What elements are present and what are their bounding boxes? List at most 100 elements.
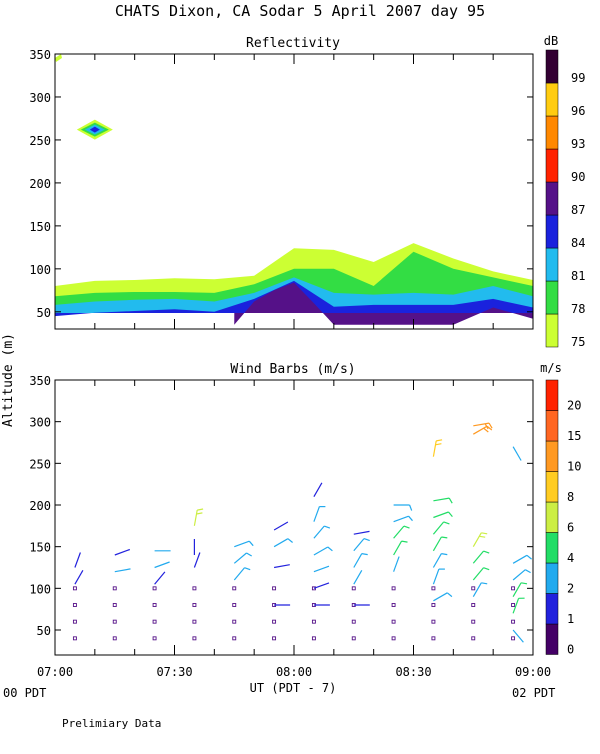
wind-barb-feather	[245, 568, 251, 570]
wind-y-tick-label: 50	[37, 624, 51, 638]
wind-barb-staff	[513, 447, 521, 461]
wind-y-tick-label: 100	[29, 582, 51, 596]
ms-colorbar-cell	[546, 380, 558, 411]
wind-barb-staff	[75, 570, 83, 584]
wind-barb-staff	[513, 570, 525, 580]
wind-barb-staff	[314, 566, 329, 572]
wind-barb	[314, 547, 333, 555]
wind-barb-feather	[402, 541, 408, 542]
wind-barb-feather	[328, 547, 333, 551]
wind-barb-staff	[75, 553, 81, 568]
ms-colorbar-label: 0	[567, 643, 574, 657]
calm-wind-marker	[472, 604, 475, 607]
wind-barb-staff	[354, 531, 370, 534]
wind-barb	[433, 522, 449, 534]
wind-barb-feather	[288, 539, 293, 543]
ms-colorbar-label: 15	[567, 429, 581, 443]
reflectivity-y-tick-label: 350	[29, 48, 51, 62]
calm-wind-marker	[193, 604, 196, 607]
wind-barb-staff	[473, 551, 483, 563]
start-timezone-label: 00 PDT	[3, 686, 46, 700]
wind-barb	[314, 483, 322, 497]
dB-colorbar-cell	[546, 182, 558, 215]
ms-colorbar-cell	[546, 411, 558, 442]
calm-wind-marker	[512, 587, 515, 590]
ms-colorbar-label: 20	[567, 399, 581, 413]
calm-wind-marker	[153, 587, 156, 590]
calm-wind-marker	[153, 637, 156, 640]
wind-barb-feather	[481, 533, 487, 534]
wind-barb-staff	[394, 541, 402, 555]
reflectivity-y-tick-label: 150	[29, 220, 51, 234]
wind-barb	[433, 569, 445, 584]
wind-barb	[75, 553, 81, 568]
ms-colorbar-label: 2	[567, 582, 574, 596]
calm-wind-marker	[512, 637, 515, 640]
wind-barb	[394, 505, 412, 511]
wind-barb-staff	[354, 539, 364, 551]
ms-colorbar-label: 6	[567, 521, 574, 535]
wind-barb-staff	[234, 568, 244, 580]
wind-frame	[55, 380, 533, 655]
preliminary-data-note: Prelimiary Data	[62, 717, 161, 730]
calm-wind-marker	[153, 620, 156, 623]
wind-barb-staff	[513, 598, 519, 613]
calm-wind-marker	[233, 604, 236, 607]
calm-wind-marker	[312, 620, 315, 623]
wind-barb-feather	[364, 539, 370, 541]
wind-y-tick-label: 200	[29, 499, 51, 513]
wind-barb-feather	[444, 522, 450, 524]
wind-barb	[314, 566, 329, 572]
wind-barb-staff	[473, 533, 481, 547]
calm-wind-marker	[193, 637, 196, 640]
wind-barb	[274, 565, 290, 568]
wind-barb-staff	[194, 510, 197, 526]
wind-barb-feather	[409, 516, 413, 521]
wind-barb	[274, 522, 288, 530]
ms-colorbar-cell	[546, 441, 558, 472]
wind-barb	[155, 572, 165, 584]
wind-barb-staff	[433, 498, 449, 501]
wind-colorbar-unit: m/s	[540, 361, 562, 375]
calm-wind-marker	[233, 637, 236, 640]
wind-x-tick-label: 07:00	[37, 665, 73, 679]
wind-barb-feather	[521, 583, 527, 584]
calm-wind-marker	[432, 637, 435, 640]
calm-wind-marker	[273, 637, 276, 640]
wind-barb-staff	[354, 554, 362, 568]
calm-wind-marker	[73, 587, 76, 590]
wind-barb-staff	[115, 569, 131, 572]
ms-colorbar-cell	[546, 563, 558, 594]
wind-barb-feather	[527, 555, 532, 559]
wind-barb-feather	[525, 570, 530, 573]
wind-barb-staff	[433, 593, 447, 601]
dB-colorbar-cell	[546, 149, 558, 182]
wind-barb-feather	[441, 554, 447, 555]
dB-colorbar-label: 78	[571, 302, 585, 316]
wind-barb-feather	[436, 440, 442, 441]
dB-colorbar-cell	[546, 83, 558, 116]
wind-barb	[433, 537, 447, 551]
wind-barb	[394, 541, 408, 555]
wind-y-tick-label: 350	[29, 374, 51, 388]
dB-colorbar-label: 84	[571, 236, 585, 250]
calm-wind-marker	[472, 637, 475, 640]
reflectivity-y-tick-label: 300	[29, 91, 51, 105]
calm-wind-marker	[432, 620, 435, 623]
calm-wind-marker	[113, 587, 116, 590]
wind-barb	[433, 593, 452, 601]
wind-barb-staff	[274, 565, 290, 568]
wind-barb	[194, 509, 203, 526]
dB-colorbar-label: 87	[571, 203, 585, 217]
wind-barb	[473, 426, 492, 434]
calm-wind-marker	[352, 587, 355, 590]
wind-barb-staff	[274, 522, 288, 530]
wind-barb	[513, 583, 527, 597]
wind-barb	[274, 539, 293, 547]
calm-wind-marker	[273, 587, 276, 590]
ms-colorbar-label: 1	[567, 612, 574, 626]
wind-barb	[513, 447, 521, 461]
dB-colorbar-cell	[546, 314, 558, 347]
